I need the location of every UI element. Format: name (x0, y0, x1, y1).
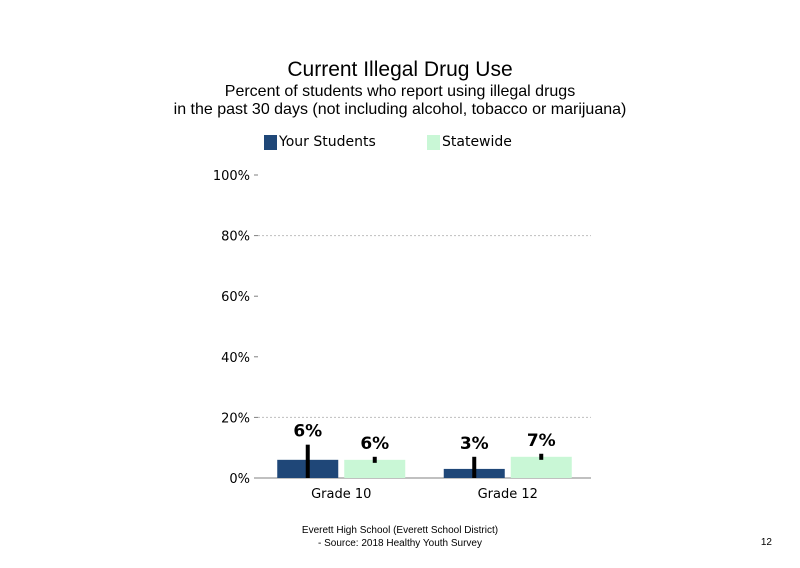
legend-item-your-students: Your Students (264, 134, 376, 150)
x-tick-label: Grade 10 (311, 487, 371, 502)
bar-statewide-grade-12 (510, 456, 572, 478)
chart-subtitle-line-2: in the past 30 days (not including alcoh… (173, 101, 627, 118)
y-tick-label: 60% (221, 290, 250, 305)
bar-statewide-grade-10 (344, 459, 406, 478)
footer-school: Everett High School (Everett School Dist… (301, 525, 499, 536)
y-tick-label: 0% (229, 472, 250, 487)
legend-item-statewide: Statewide (427, 134, 512, 150)
legend-swatch-your-students (264, 134, 277, 150)
chart-subtitle-line-1: Percent of students who report using ill… (224, 83, 576, 100)
x-tick-label: Grade 12 (478, 487, 538, 502)
data-label-statewide: 6% (360, 434, 389, 454)
y-tick-label: 100% (213, 169, 250, 184)
y-tick-label: 80% (221, 230, 250, 245)
legend-label-statewide: Statewide (442, 134, 512, 150)
chart-title: Current Illegal Drug Use (287, 58, 513, 81)
y-tick-label: 20% (221, 411, 250, 426)
legend-swatch-statewide (427, 134, 440, 150)
data-label-your-students: 3% (460, 434, 489, 454)
footer-source: - Source: 2018 Healthy Youth Survey (318, 538, 482, 549)
data-label-statewide: 7% (527, 431, 556, 451)
data-label-your-students: 6% (293, 422, 322, 442)
page-number: 12 (760, 537, 772, 548)
legend-label-your-students: Your Students (279, 134, 376, 150)
y-tick-label: 40% (221, 351, 250, 366)
